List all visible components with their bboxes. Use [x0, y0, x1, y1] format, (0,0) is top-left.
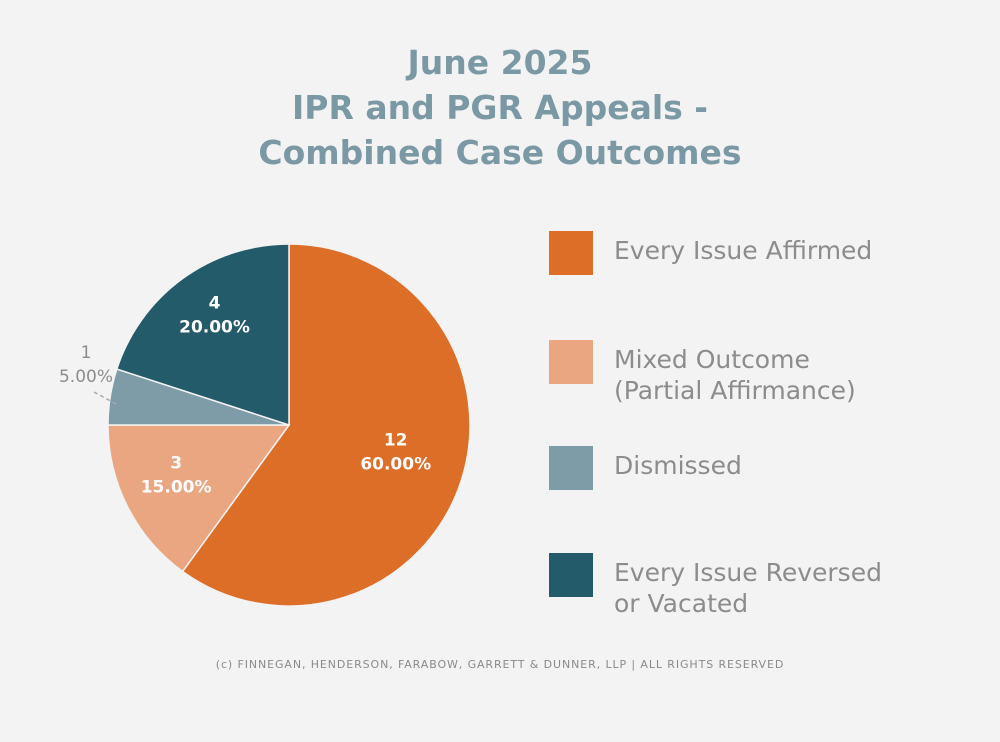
- slice-percent-label: 60.00%: [360, 455, 431, 475]
- pie-slice: [115, 243, 290, 427]
- chart-title-line: June 2025: [407, 43, 593, 82]
- pie-slice: [107, 424, 291, 573]
- slice-value-label: 1: [81, 343, 92, 363]
- legend-swatch: [549, 340, 593, 384]
- legend-label: Mixed Outcome (Partial Affirmance): [614, 345, 856, 405]
- chart-title-line: IPR and PGR Appeals -: [292, 88, 708, 127]
- slice-value-label: 3: [170, 454, 182, 474]
- slice-value-label: 4: [209, 293, 221, 313]
- legend-swatch: [549, 231, 593, 275]
- legend-swatch: [549, 553, 593, 597]
- legend-swatch: [549, 446, 593, 490]
- slice-percent-label: 15.00%: [141, 478, 212, 498]
- slice-value-label: 12: [384, 431, 408, 451]
- legend-label: Every Issue Affirmed: [614, 236, 873, 265]
- legend-item: Mixed Outcome (Partial Affirmance): [549, 340, 914, 406]
- chart-title-line: Combined Case Outcomes: [258, 133, 742, 172]
- copyright-footer: (c) FINNEGAN, HENDERSON, FARABOW, GARRET…: [215, 658, 785, 671]
- legend-item: Every Issue Reversed or Vacated: [549, 553, 914, 619]
- legend-item: Every Issue Affirmed: [549, 231, 914, 275]
- slice-percent-label: 20.00%: [179, 317, 250, 337]
- pie-slice: [181, 243, 471, 607]
- legend-item: Dismissed: [549, 446, 914, 490]
- legend-label: Dismissed: [614, 451, 742, 480]
- slice-percent-label: 5.00%: [59, 367, 113, 387]
- leader-line: [93, 391, 119, 406]
- legend-label: Every Issue Reversed or Vacated: [614, 558, 882, 618]
- chart-title: June 2025 IPR and PGR Appeals - Combined…: [0, 40, 1000, 175]
